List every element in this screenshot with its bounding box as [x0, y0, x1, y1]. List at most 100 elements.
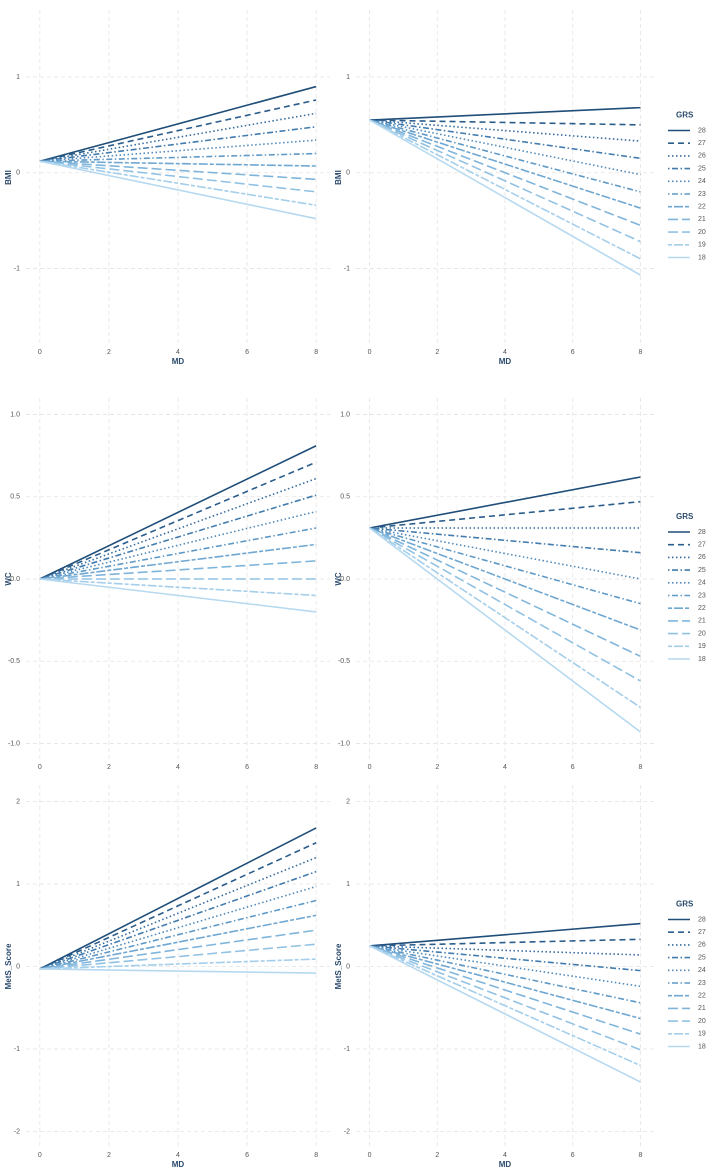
series-line	[369, 527, 641, 605]
series-line	[369, 119, 641, 142]
x-tick-label: 0	[368, 764, 372, 771]
series-line	[39, 968, 317, 974]
y-tick-label: 0.5	[340, 494, 350, 501]
x-tick-label: 4	[176, 1152, 180, 1159]
legend-label: 25	[698, 954, 706, 961]
legend-label: 18	[698, 1043, 706, 1050]
panel: -1.0-0.50.00.51.00 2 4 6 8WCGRS2827262524232…	[334, 398, 706, 771]
x-axis-title: MD	[499, 1160, 512, 1169]
y-tick-label: -2	[14, 1128, 20, 1135]
legend-label: 21	[698, 216, 706, 223]
y-tick-label: 1	[346, 881, 350, 888]
series-line	[39, 560, 317, 580]
series-line	[39, 125, 317, 163]
x-tick-label: 0	[38, 349, 42, 356]
legend-label: 26	[698, 153, 706, 160]
y-tick-label: -2	[344, 1128, 350, 1135]
series-line	[39, 885, 317, 970]
y-tick-label: 0	[16, 170, 20, 177]
y-tick-label: 2	[16, 798, 20, 805]
series-line	[369, 527, 641, 658]
series-line	[39, 152, 317, 163]
series-line	[39, 527, 317, 580]
legend-label: 20	[698, 1018, 706, 1025]
y-tick-label: 1	[346, 74, 350, 81]
y-tick-label: 0	[346, 963, 350, 970]
series-line	[369, 945, 641, 1035]
series-line	[369, 119, 641, 209]
x-tick-label: 4	[176, 349, 180, 356]
y-tick-label: -0.5	[8, 658, 20, 665]
legend-label: 25	[698, 165, 706, 172]
legend-label: 27	[698, 140, 706, 147]
legend-label: 23	[698, 980, 706, 987]
series-line	[369, 945, 641, 1051]
series-line	[39, 99, 317, 163]
x-tick-label: 6	[245, 764, 249, 771]
x-tick-label: 8	[639, 764, 643, 771]
legend-label: 23	[698, 592, 706, 599]
series-line	[369, 119, 641, 126]
series-line	[369, 945, 641, 972]
series-line	[39, 870, 317, 970]
legend-label: 24	[698, 178, 706, 185]
legend-label: 25	[698, 567, 706, 574]
legend-title: GRS	[676, 111, 694, 120]
legend-label: 24	[698, 967, 706, 974]
x-axis-title: MD	[172, 1160, 185, 1169]
series-line	[369, 945, 641, 1067]
legend-label: 20	[698, 229, 706, 236]
panel: -2 -1 0 1 2 0 2 4 6 8 MD MetS_Score	[4, 785, 330, 1169]
x-tick-label: 0	[368, 349, 372, 356]
x-tick-label: 4	[503, 1152, 507, 1159]
legend-label: 22	[698, 204, 706, 211]
x-tick-label: 2	[107, 1152, 111, 1159]
legend-label: 27	[698, 542, 706, 549]
legend-label: 18	[698, 254, 706, 261]
y-axis-title: MetS_Score	[334, 943, 343, 989]
x-tick-label: 8	[639, 1152, 643, 1159]
legend-label: 21	[698, 1005, 706, 1012]
series-line	[39, 461, 317, 580]
panel: -1 0 1 0 2 4 6 8 MD BMI	[4, 10, 330, 366]
y-tick-label: -1	[14, 1046, 20, 1053]
series-line	[369, 119, 641, 160]
y-axis-title: BMI	[4, 170, 13, 185]
series-line	[39, 160, 317, 181]
series-line	[369, 527, 641, 709]
series-line	[39, 160, 317, 207]
series-line	[369, 938, 641, 947]
series-line	[369, 527, 641, 733]
series-line	[39, 160, 317, 220]
x-tick-label: 6	[571, 1152, 575, 1159]
x-tick-label: 4	[503, 764, 507, 771]
x-tick-label: 6	[245, 349, 249, 356]
series-line	[369, 922, 641, 947]
x-tick-label: 0	[38, 764, 42, 771]
series-line	[369, 527, 641, 554]
series-line	[39, 510, 317, 580]
x-tick-label: 0	[368, 1152, 372, 1159]
legend-label: 23	[698, 191, 706, 198]
y-tick-label: 0.0	[10, 576, 20, 583]
legend-title: GRS	[676, 512, 694, 521]
legend-label: 27	[698, 929, 706, 936]
y-tick-label: 2	[346, 798, 350, 805]
y-tick-label: 1.0	[340, 411, 350, 418]
series-line	[39, 842, 317, 970]
y-tick-label: -1.0	[338, 740, 350, 747]
x-tick-label: 2	[435, 1152, 439, 1159]
y-tick-label: 0.5	[10, 494, 20, 501]
y-tick-label: -0.5	[338, 658, 350, 665]
y-tick-label: 0.0	[340, 576, 350, 583]
y-tick-label: -1.0	[8, 740, 20, 747]
legend-label: 20	[698, 630, 706, 637]
y-tick-label: -1	[344, 1046, 350, 1053]
series-line	[369, 945, 641, 956]
legend-label: 18	[698, 656, 706, 663]
series-line	[39, 543, 317, 580]
x-tick-label: 2	[435, 764, 439, 771]
